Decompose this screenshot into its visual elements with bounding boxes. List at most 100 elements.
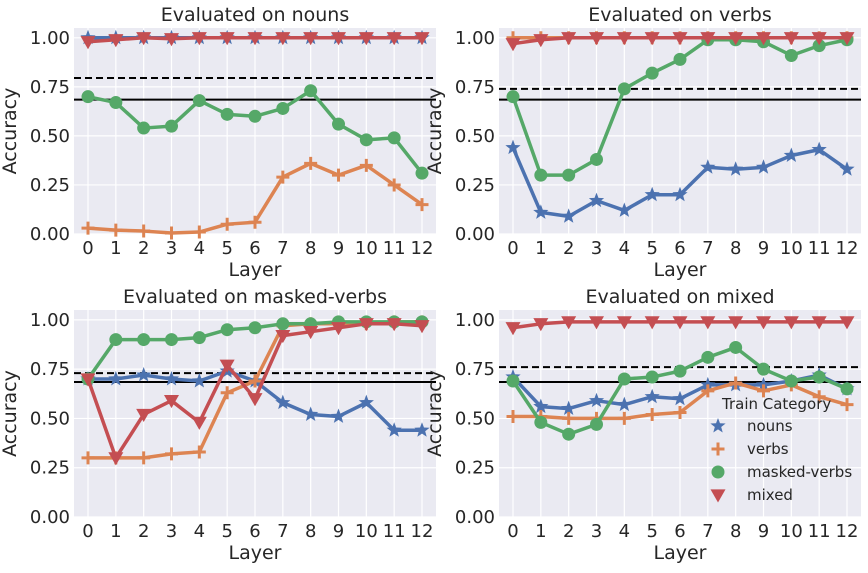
x-tick-label: 7 xyxy=(277,521,288,542)
y-tick-label: 0.50 xyxy=(455,126,495,147)
x-tick-label: 1 xyxy=(110,521,121,542)
x-tick-label: 10 xyxy=(780,521,803,542)
data-point-verbs xyxy=(109,223,123,237)
data-point-verbs xyxy=(757,384,770,398)
data-point-nouns xyxy=(358,394,374,410)
x-tick-label: 1 xyxy=(110,238,121,259)
data-point-verbs xyxy=(840,398,854,412)
data-point-masked-verbs xyxy=(617,82,631,96)
x-tick-label: 6 xyxy=(674,521,685,542)
data-point-masked-verbs xyxy=(276,317,290,331)
data-point-mixed xyxy=(644,32,660,46)
data-point-masked-verbs xyxy=(276,101,290,115)
data-point-nouns xyxy=(303,406,319,421)
data-point-mixed xyxy=(505,38,521,52)
x-axis-label: Layer xyxy=(654,259,707,281)
data-point-nouns xyxy=(783,147,799,162)
y-axis-label: Accuracy xyxy=(424,370,446,457)
x-tick-label: 0 xyxy=(82,238,93,259)
data-point-masked-verbs xyxy=(701,350,715,364)
data-point-mixed xyxy=(811,32,827,46)
data-point-verbs xyxy=(673,406,687,420)
x-tick-label: 1 xyxy=(535,238,546,259)
data-point-mixed xyxy=(756,316,771,330)
panel-title: Evaluated on mixed xyxy=(586,286,775,308)
data-point-mixed xyxy=(616,32,632,46)
data-point-masked-verbs xyxy=(192,94,206,108)
data-point-nouns xyxy=(616,202,632,217)
data-point-mixed xyxy=(80,36,96,50)
data-point-nouns xyxy=(533,398,549,414)
y-tick-label: 0.25 xyxy=(30,175,70,196)
data-point-verbs xyxy=(81,451,95,465)
data-point-mixed xyxy=(589,316,604,330)
x-tick-label: 11 xyxy=(808,521,831,542)
x-tick-label: 12 xyxy=(836,521,859,542)
x-tick-label: 2 xyxy=(563,521,574,542)
data-point-nouns xyxy=(700,376,716,392)
x-tick-label: 4 xyxy=(194,521,205,542)
data-point-mixed xyxy=(275,330,291,344)
data-point-nouns xyxy=(191,372,207,388)
x-tick-label: 7 xyxy=(702,238,713,259)
data-point-masked-verbs xyxy=(562,168,576,182)
data-point-masked-verbs xyxy=(506,374,520,388)
x-tick-label: 3 xyxy=(166,521,177,542)
data-point-verbs xyxy=(137,451,151,465)
data-point-nouns xyxy=(136,367,152,382)
data-point-mixed xyxy=(561,32,577,46)
data-point-nouns xyxy=(588,392,605,408)
x-tick-label: 12 xyxy=(836,238,859,259)
data-point-verbs xyxy=(165,226,178,240)
x-tick-label: 10 xyxy=(355,521,378,542)
y-axis-label: Accuracy xyxy=(0,88,21,175)
data-point-masked-verbs xyxy=(165,119,178,133)
data-point-masked-verbs xyxy=(784,374,798,388)
data-point-masked-verbs xyxy=(729,340,743,354)
x-tick-label: 8 xyxy=(305,521,316,542)
data-point-mixed xyxy=(136,408,152,422)
y-tick-label: 0.25 xyxy=(455,175,495,196)
data-point-nouns xyxy=(414,422,430,437)
data-point-masked-verbs xyxy=(304,84,318,98)
legend-marker-masked-verbs xyxy=(711,465,725,479)
data-point-mixed xyxy=(164,395,179,409)
data-point-mixed xyxy=(533,34,549,48)
data-point-mixed xyxy=(533,318,549,332)
data-point-nouns xyxy=(672,186,688,202)
y-tick-label: 0.75 xyxy=(455,77,495,98)
data-point-masked-verbs xyxy=(590,417,603,431)
data-point-mixed xyxy=(164,33,179,47)
data-point-verbs xyxy=(729,376,743,390)
data-point-nouns xyxy=(839,161,855,176)
y-tick-label: 0.50 xyxy=(30,126,70,147)
data-point-verbs xyxy=(192,445,206,459)
data-point-mixed xyxy=(672,316,688,330)
data-point-mixed xyxy=(672,32,688,46)
data-point-nouns xyxy=(561,400,577,416)
data-point-mixed xyxy=(644,316,660,330)
data-point-masked-verbs xyxy=(784,48,798,62)
data-point-masked-verbs xyxy=(812,39,826,53)
data-point-masked-verbs xyxy=(617,372,631,386)
x-tick-label: 3 xyxy=(591,238,602,259)
data-point-nouns xyxy=(811,141,827,157)
data-point-masked-verbs xyxy=(359,133,373,147)
data-point-mixed xyxy=(331,322,346,336)
y-tick-label: 1.00 xyxy=(455,310,495,331)
data-point-mixed xyxy=(589,32,604,46)
data-point-mixed xyxy=(700,316,716,330)
data-point-mixed xyxy=(247,393,263,407)
y-tick-label: 0.50 xyxy=(30,408,70,429)
data-point-verbs xyxy=(220,217,234,231)
data-point-nouns xyxy=(505,139,521,155)
data-point-mixed xyxy=(136,32,152,46)
data-point-nouns xyxy=(386,422,402,437)
data-point-mixed xyxy=(783,32,799,46)
data-point-masked-verbs xyxy=(757,362,770,376)
y-axis-label: Accuracy xyxy=(0,370,21,457)
data-point-nouns xyxy=(330,408,347,423)
data-point-mixed xyxy=(80,373,96,387)
x-tick-label: 10 xyxy=(355,238,378,259)
data-point-nouns xyxy=(108,371,124,386)
